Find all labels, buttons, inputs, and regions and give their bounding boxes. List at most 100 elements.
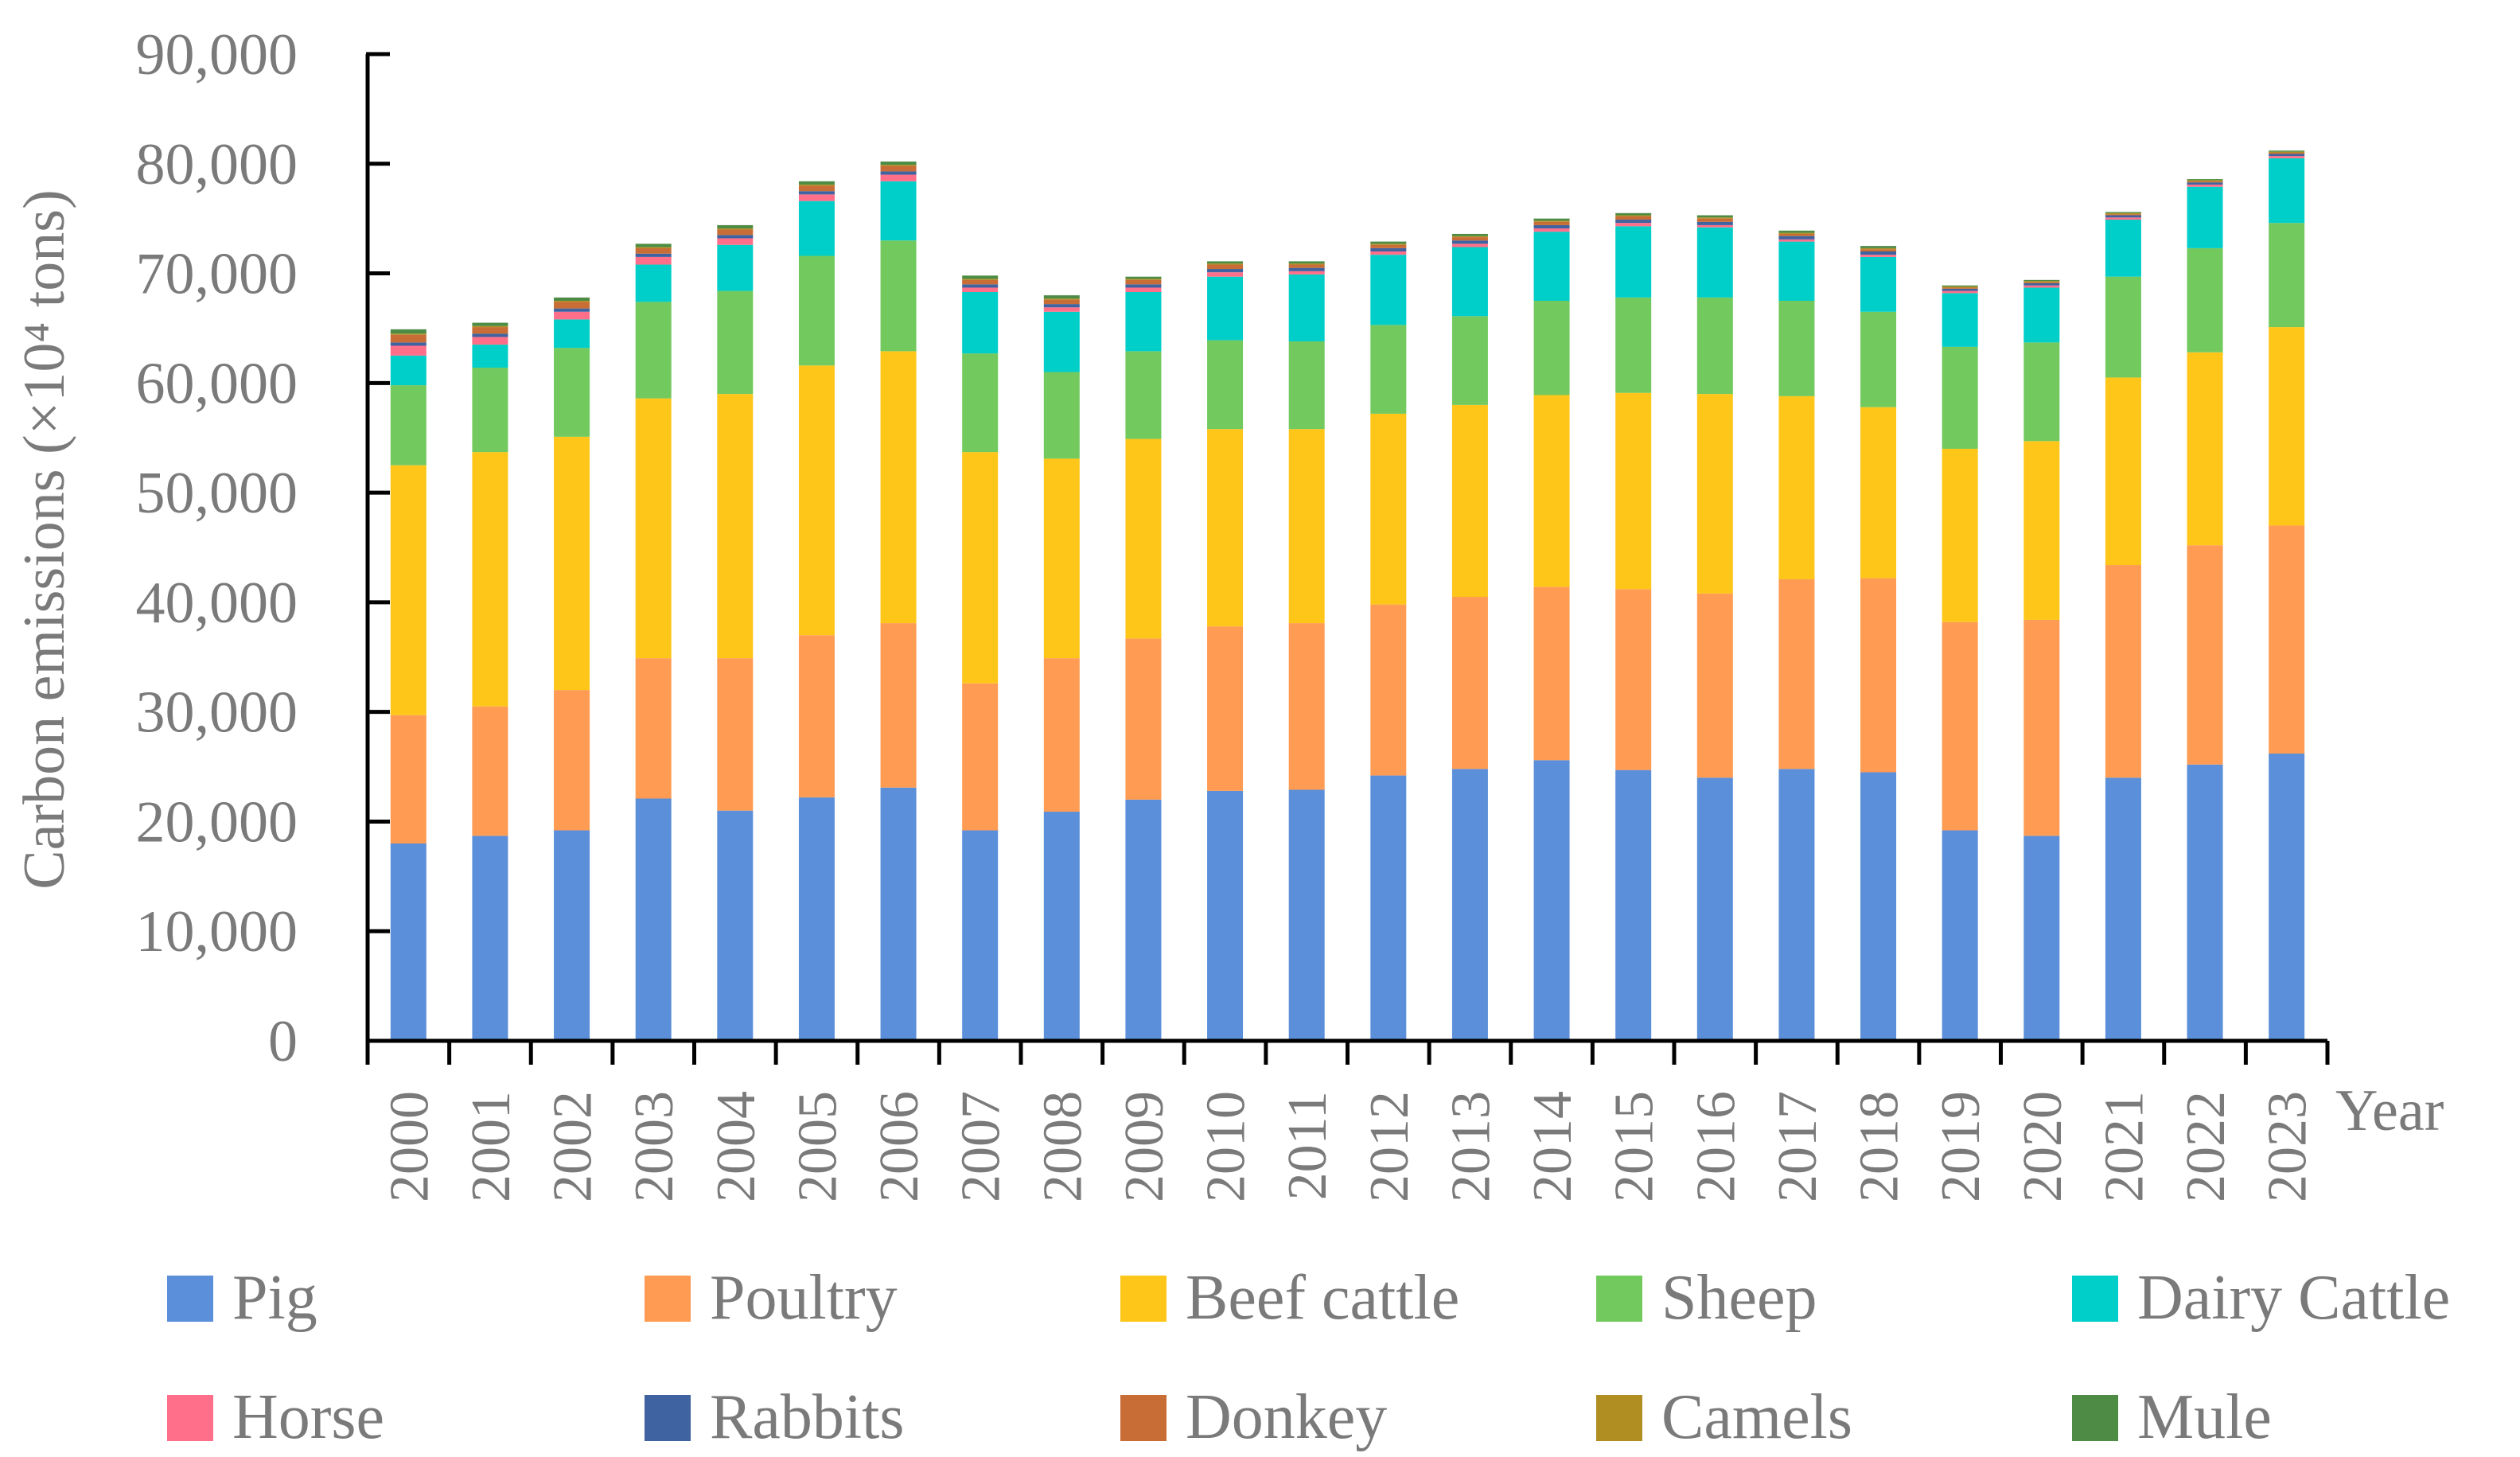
bar-segment-rabbits-2010 bbox=[1207, 269, 1244, 273]
y-tick-label: 60,000 bbox=[136, 351, 298, 416]
bar-segment-horse-2012 bbox=[1370, 251, 1407, 255]
bar-segment-donkey-2016 bbox=[1696, 218, 1733, 222]
bar-segment-pig-2007 bbox=[962, 830, 999, 1041]
bar-segment-mule-2000 bbox=[390, 329, 426, 334]
bar-segment-poultry-2016 bbox=[1696, 593, 1733, 778]
legend-label-beef-cattle: Beef cattle bbox=[1186, 1263, 1459, 1333]
bar-segment-dairy-cattle-2015 bbox=[1615, 226, 1652, 298]
bar-segment-beef-cattle-2013 bbox=[1451, 404, 1488, 597]
bar-segment-sheep-2002 bbox=[554, 348, 590, 437]
bar-segment-horse-2001 bbox=[472, 337, 508, 345]
x-tick-label: 2023 bbox=[2257, 1091, 2319, 1202]
bar-segment-beef-cattle-2008 bbox=[1043, 458, 1080, 659]
legend-swatch-rabbits bbox=[645, 1395, 691, 1441]
bar-segment-rabbits-2000 bbox=[390, 342, 426, 346]
bar-segment-donkey-2014 bbox=[1533, 221, 1570, 225]
bar-segment-dairy-cattle-2001 bbox=[472, 345, 508, 368]
bar-segment-beef-cattle-2005 bbox=[798, 365, 835, 636]
bar-segment-mule-2007 bbox=[962, 275, 999, 279]
bar-segment-mule-2013 bbox=[1451, 233, 1488, 236]
legend: Pig Poultry Beef cattle Sheep Dairy Cattle Ho… bbox=[167, 1263, 2450, 1452]
bar-segment-mule-2002 bbox=[554, 297, 590, 301]
bar-segment-pig-2019 bbox=[1942, 830, 1978, 1041]
bar-segment-horse-2000 bbox=[390, 345, 426, 356]
bar-segment-donkey-2023 bbox=[2269, 153, 2305, 154]
bar-segment-donkey-2005 bbox=[798, 185, 835, 192]
bar-segment-camels-2014 bbox=[1533, 220, 1570, 222]
bar-segment-sheep-2008 bbox=[1043, 372, 1080, 459]
legend-swatch-pig bbox=[167, 1276, 213, 1322]
x-tick-label: 2010 bbox=[1196, 1091, 1257, 1202]
bar-segment-sheep-2003 bbox=[635, 302, 672, 399]
bar-segment-dairy-cattle-2004 bbox=[717, 244, 754, 291]
axes-layer bbox=[365, 52, 2330, 1065]
bar-segment-sheep-2009 bbox=[1125, 351, 1162, 439]
bar-segment-mule-2005 bbox=[798, 181, 835, 185]
bar-segment-sheep-2014 bbox=[1533, 301, 1570, 395]
bar-segment-dairy-cattle-2012 bbox=[1370, 255, 1407, 325]
bar-segment-beef-cattle-2023 bbox=[2269, 327, 2305, 526]
bar-segment-horse-2010 bbox=[1207, 272, 1244, 277]
bar-segment-donkey-2019 bbox=[1942, 287, 1978, 289]
bar-segment-beef-cattle-2019 bbox=[1942, 449, 1978, 622]
bar-segment-donkey-2007 bbox=[962, 279, 999, 285]
bar-segment-donkey-2006 bbox=[880, 166, 917, 172]
legend-label-pig: Pig bbox=[232, 1263, 317, 1333]
bar-segment-camels-2011 bbox=[1288, 263, 1325, 265]
bar-segment-pig-2000 bbox=[390, 843, 426, 1041]
bar-segment-horse-2019 bbox=[1942, 290, 1978, 294]
bar-segment-pig-2009 bbox=[1125, 799, 1162, 1041]
bar-segment-pig-2004 bbox=[717, 810, 754, 1041]
bar-segment-pig-2008 bbox=[1043, 812, 1080, 1041]
bar-segment-poultry-2019 bbox=[1942, 621, 1978, 831]
bar-segment-horse-2014 bbox=[1533, 228, 1570, 232]
bar-segment-beef-cattle-2016 bbox=[1696, 394, 1733, 594]
legend-swatch-poultry bbox=[645, 1276, 691, 1322]
x-tick-label: 2020 bbox=[2012, 1091, 2074, 1202]
bar-segment-sheep-2001 bbox=[472, 368, 508, 453]
bar-segment-poultry-2008 bbox=[1043, 658, 1080, 812]
y-tick-label: 10,000 bbox=[136, 899, 298, 964]
bar-segment-dairy-cattle-2008 bbox=[1043, 311, 1080, 372]
bar-segment-rabbits-2004 bbox=[717, 235, 754, 239]
bar-segment-donkey-2022 bbox=[2187, 181, 2223, 183]
bar-segment-beef-cattle-2011 bbox=[1288, 429, 1325, 624]
bar-segment-pig-2011 bbox=[1288, 789, 1325, 1041]
bar-segment-sheep-2017 bbox=[1778, 301, 1815, 396]
bar-segment-dairy-cattle-2002 bbox=[554, 319, 590, 349]
bar-segment-donkey-2001 bbox=[472, 327, 508, 334]
bar-segment-camels-2018 bbox=[1860, 247, 1897, 250]
legend-label-poultry: Poultry bbox=[710, 1263, 898, 1333]
bar-segment-poultry-2018 bbox=[1860, 578, 1897, 773]
bar-segment-rabbits-2008 bbox=[1043, 304, 1080, 308]
bar-segment-dairy-cattle-2006 bbox=[880, 181, 917, 241]
bar-segment-pig-2013 bbox=[1451, 769, 1488, 1041]
legend-label-mule: Mule bbox=[2137, 1382, 2272, 1452]
bar-segment-horse-2021 bbox=[2105, 217, 2141, 220]
bar-segment-dairy-cattle-2014 bbox=[1533, 232, 1570, 301]
bar-segment-sheep-2011 bbox=[1288, 341, 1325, 430]
bar-segment-dairy-cattle-2013 bbox=[1451, 247, 1488, 317]
bar-segment-rabbits-2014 bbox=[1533, 224, 1570, 229]
y-tick-label: 0 bbox=[268, 1009, 298, 1074]
bar-segment-dairy-cattle-2000 bbox=[390, 355, 426, 386]
bar-segment-horse-2004 bbox=[717, 238, 754, 245]
bar-segment-mule-2012 bbox=[1370, 241, 1407, 244]
bar-segment-donkey-2009 bbox=[1125, 279, 1162, 285]
bar-segment-pig-2002 bbox=[554, 830, 590, 1041]
legend-label-rabbits: Rabbits bbox=[710, 1382, 904, 1452]
bar-segment-mule-2017 bbox=[1778, 230, 1815, 233]
x-tick-label: 2009 bbox=[1114, 1091, 1175, 1202]
bar-segment-rabbits-2018 bbox=[1860, 251, 1897, 255]
bar-segment-poultry-2004 bbox=[717, 658, 754, 811]
bar-segment-camels-2001 bbox=[472, 325, 508, 328]
bar-segment-donkey-2013 bbox=[1451, 237, 1488, 241]
bar-segment-donkey-2018 bbox=[1860, 249, 1897, 251]
x-tick-label: 2016 bbox=[1685, 1091, 1747, 1202]
bar-segment-donkey-2003 bbox=[635, 247, 672, 254]
bar-segment-camels-2017 bbox=[1778, 232, 1815, 234]
legend-swatch-horse bbox=[167, 1395, 213, 1441]
bar-segment-camels-2010 bbox=[1207, 263, 1244, 265]
x-tick-label: 2012 bbox=[1359, 1091, 1420, 1202]
